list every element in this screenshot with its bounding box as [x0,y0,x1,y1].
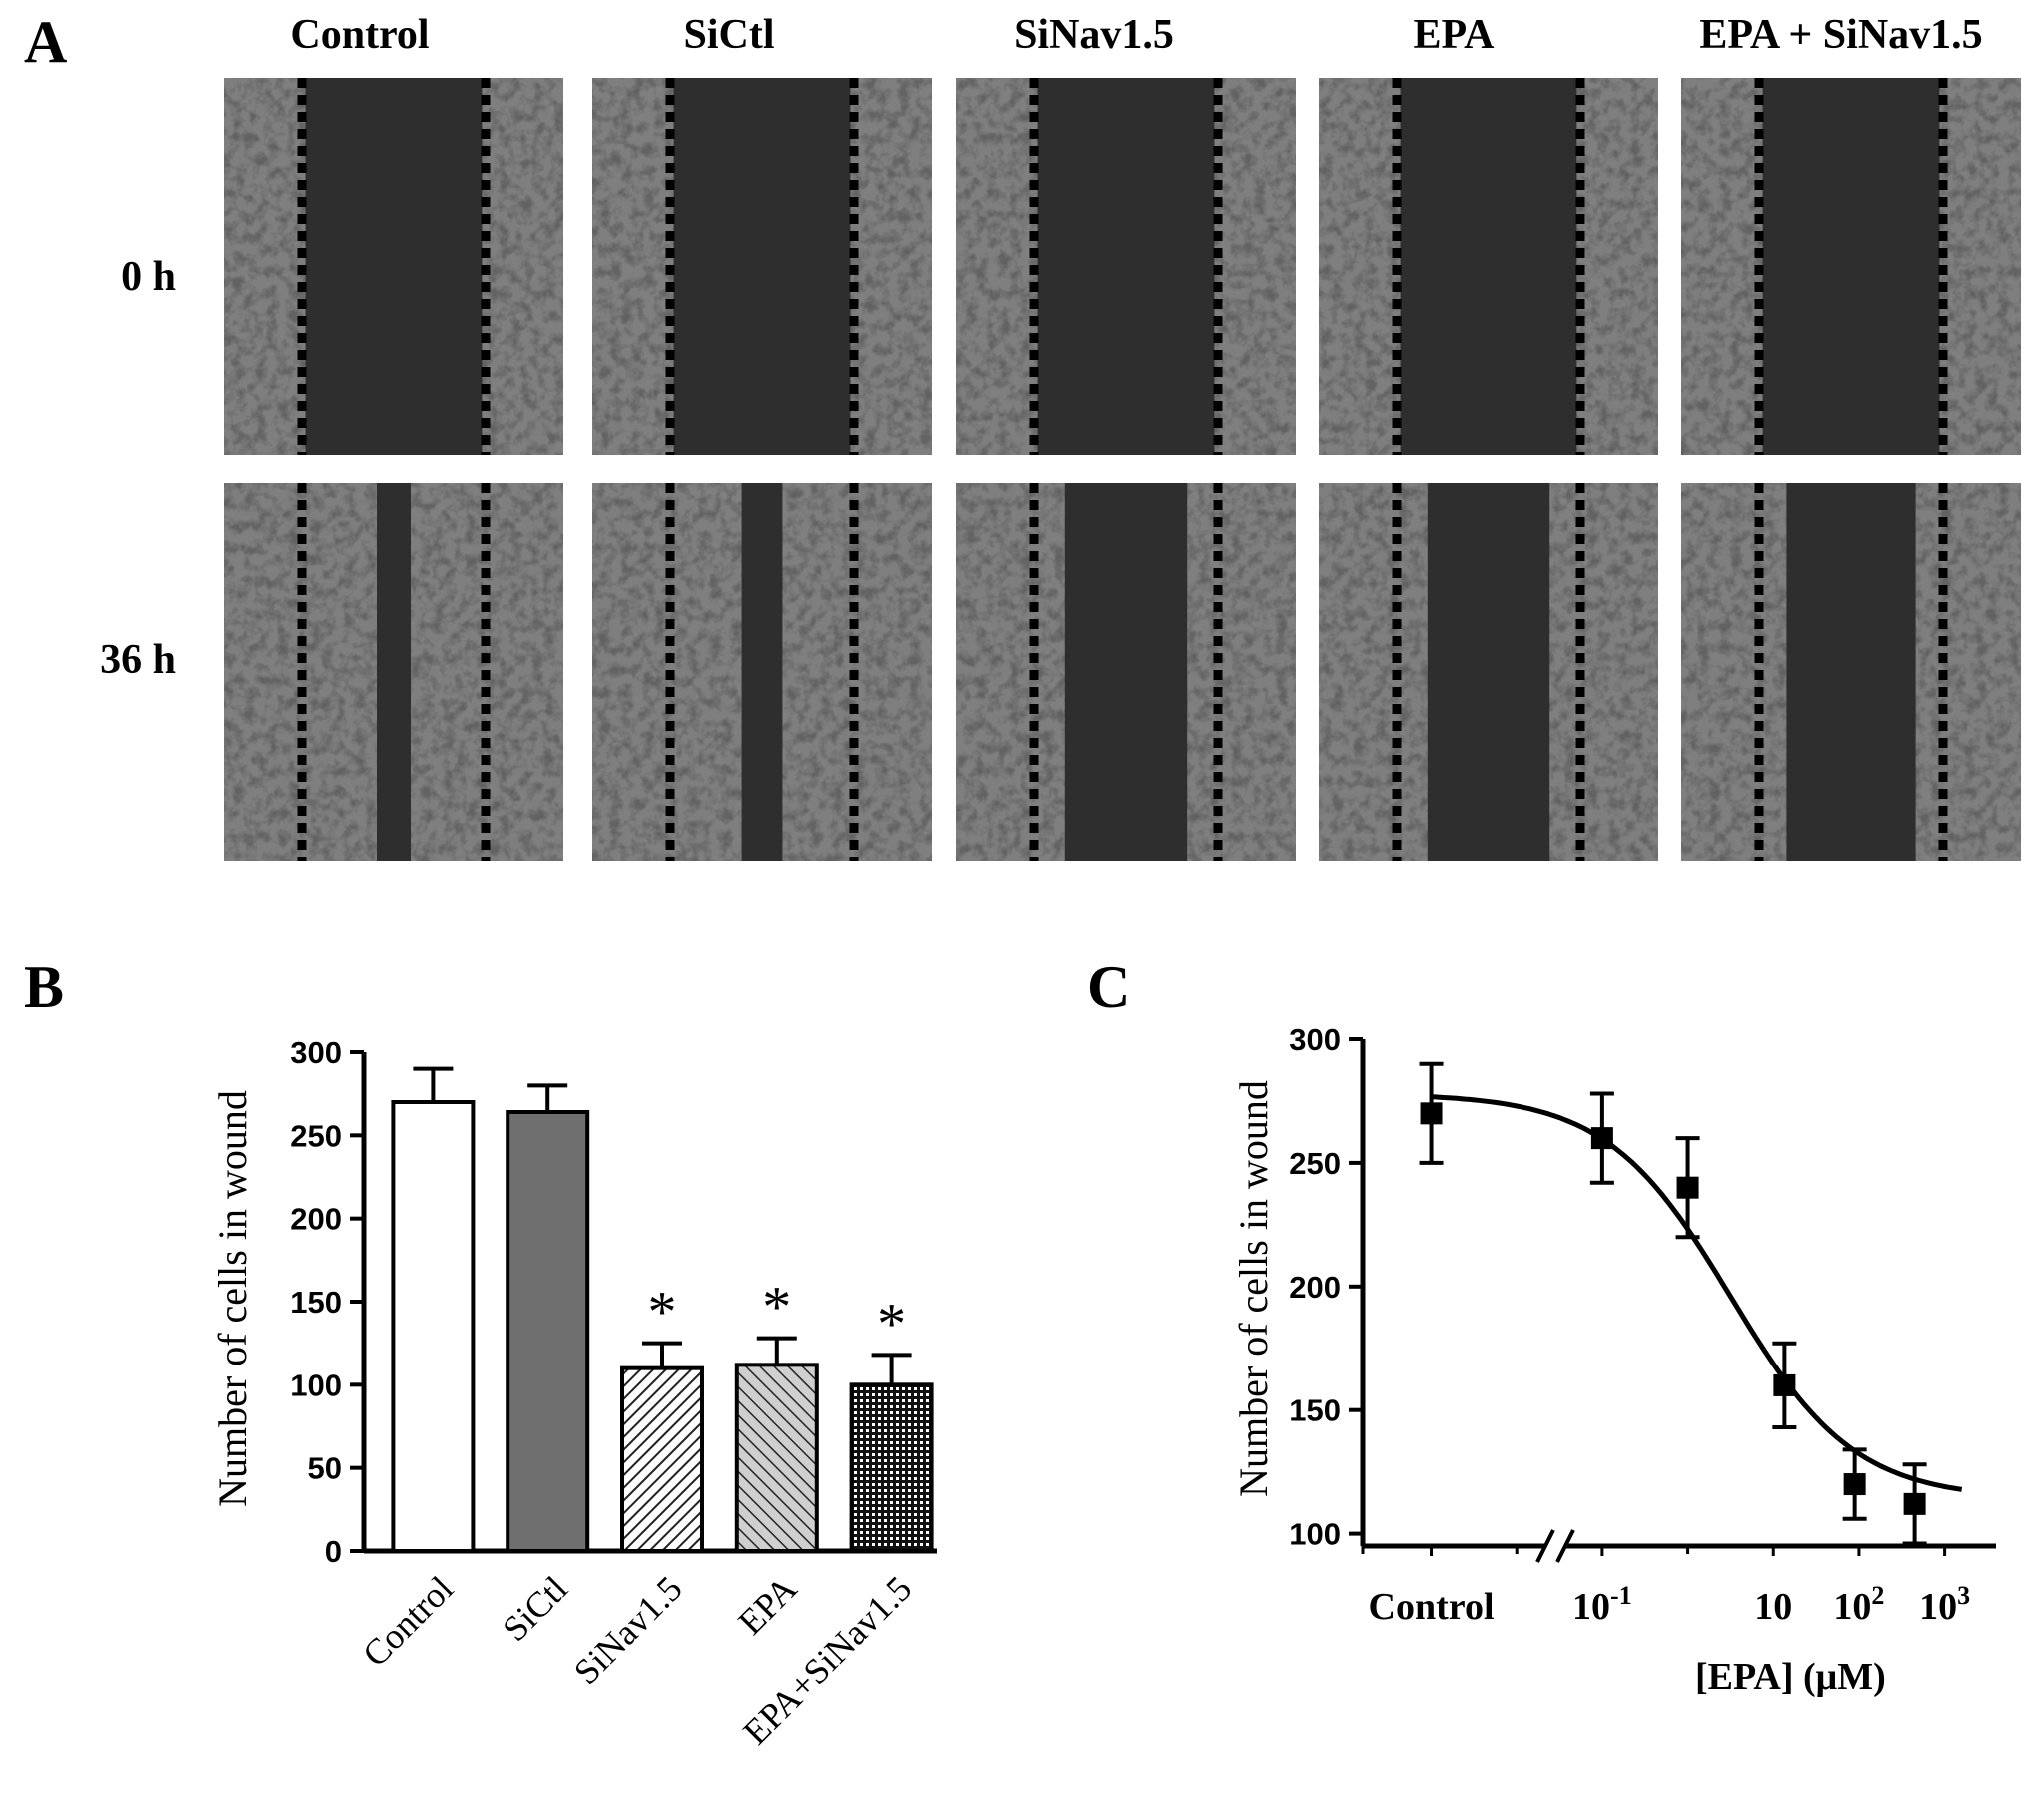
fit-curve [1431,1094,1963,1492]
data-marker [1903,1492,1926,1515]
x-tick-base: 10 [1572,1586,1610,1628]
micrograph-grid: Control SiCtl SiNav1.5 EPA EPA + SiNav1.5 0 h… [100,12,2021,861]
bar-sictl [506,1110,590,1553]
y-tick-label: 100 [290,1367,342,1402]
data-marker [1590,1127,1613,1150]
panel-letter-a: A [24,9,67,75]
wound-gap [1762,78,1940,455]
column-label-sictl: SiCtl [683,12,774,58]
wound-gap [673,78,851,455]
wound-gap [1427,483,1550,861]
data-point-3 [1772,1341,1797,1430]
x-tick-base: Control [1369,1586,1495,1628]
x-tick-label-control: Control [1369,1586,1495,1628]
x-tick-label-10: 10 [1754,1586,1792,1628]
wound-gap [305,78,483,455]
data-point-5 [1902,1462,1927,1546]
panel-letter-b: B [24,954,64,1020]
y-tick-label: 300 [290,1035,342,1070]
micrograph-sinav1-5-0-h [956,78,1296,455]
x-tick-base: 10 [1919,1586,1957,1628]
wound-gap [1400,78,1577,455]
x-tick-exponent: 3 [1957,1581,1970,1610]
y-tick-label: 150 [290,1285,342,1320]
x-category-label-epa: EPA [730,1568,804,1642]
y-tick-label: 250 [1289,1146,1341,1181]
column-label-control: Control [290,12,429,58]
wound-gap [1064,483,1188,861]
wound-gap [741,483,783,861]
data-marker [1843,1473,1866,1496]
bar-epa-sinav1-5 [849,1382,934,1554]
x-tick-exponent: 2 [1871,1581,1884,1610]
micrograph-sinav1-5-36-h [956,483,1296,861]
micrograph-control-0-h [224,78,563,455]
dose-response-chart-c: Number of cells in wound 100 150 200 250 300 C… [1231,1022,1996,1698]
wound-gap [1037,78,1215,455]
data-point-4 [1842,1447,1867,1521]
y-tick-label: 250 [290,1118,342,1153]
x-tick-label-103: 103 [1919,1581,1970,1628]
axis-break-mark [1555,1529,1575,1563]
data-point-2 [1675,1136,1700,1240]
data-point-control [1419,1061,1444,1165]
x-category-label-control: Control [355,1568,461,1674]
bar-epa [734,1363,819,1554]
x-tick-label-10-1: 10-1 [1572,1581,1632,1628]
y-axis-label: Number of cells in wound [1231,1080,1276,1497]
x-tick-base: 10 [1754,1586,1792,1628]
data-point-1 [1589,1091,1614,1185]
y-tick-label: 200 [290,1202,342,1237]
y-tick-label: 200 [1289,1270,1341,1305]
micrograph-epa-0-h [1319,78,1658,455]
row-label-0-h: 0 h [121,254,176,300]
micrograph-control-36-h [224,483,563,861]
panel-letter-c: C [1087,954,1130,1020]
bar-chart-b: Number of cells in wound 0 50 100 150 200 250 3… [210,1035,937,1752]
significance-marker-sinav1-5: * [648,1280,677,1345]
column-label-epa-sinav1-5: EPA + SiNav1.5 [1699,12,1982,58]
wound-gap [1786,483,1916,861]
bar-sinav1-5 [620,1365,704,1553]
column-label-sinav1-5: SiNav1.5 [1014,12,1174,58]
y-tick-label: 100 [1289,1517,1341,1552]
micrograph-epa-36-h [1319,483,1658,861]
y-tick-label: 150 [1289,1393,1341,1428]
y-tick-label: 300 [1289,1022,1341,1057]
significance-marker-epa-sinav1-5: * [877,1291,906,1356]
bar-control [391,1100,476,1553]
y-axis-label: Number of cells in wound [210,1090,255,1507]
wound-gap [377,483,411,861]
x-category-label-sinav1-5: SiNav1.5 [566,1568,690,1692]
micrograph-sictl-0-h [592,78,932,455]
x-axis-label: [EPA] (μM) [1695,1656,1886,1698]
data-marker [1676,1176,1699,1199]
y-tick-label: 50 [308,1451,342,1486]
axis-break-mark [1535,1529,1555,1563]
significance-marker-epa: * [762,1275,791,1340]
x-tick-label-102: 102 [1833,1581,1884,1628]
x-category-label-sictl: SiCtl [495,1568,575,1649]
y-tick-label: 0 [325,1534,342,1569]
data-marker [1773,1373,1796,1396]
column-label-epa: EPA [1414,12,1496,58]
micrograph-epa-sinav1-5-0-h [1681,78,2021,455]
row-label-36-h: 36 h [100,637,176,683]
x-tick-exponent: -1 [1610,1581,1632,1610]
micrograph-sictl-36-h [592,483,932,861]
data-marker [1420,1102,1443,1125]
micrograph-epa-sinav1-5-36-h [1681,483,2021,861]
x-tick-base: 10 [1833,1586,1871,1628]
